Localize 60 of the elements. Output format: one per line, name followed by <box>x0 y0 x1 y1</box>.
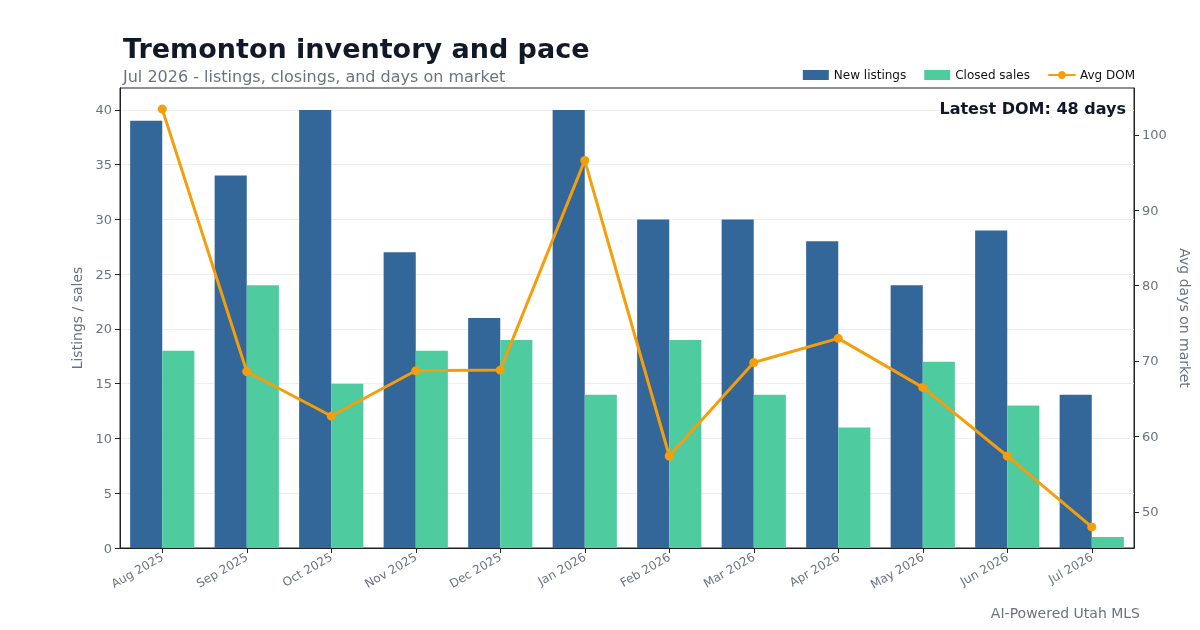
bar <box>838 427 871 548</box>
y-tick-label: 40 <box>95 102 112 118</box>
bar <box>1007 405 1040 548</box>
bar <box>415 350 448 548</box>
bar <box>637 219 670 548</box>
bar <box>1059 394 1092 548</box>
text: AI-Powered Utah MLS <box>990 605 1141 621</box>
bar <box>130 120 163 548</box>
y2-tick-label: 100 <box>1142 127 1167 143</box>
bar <box>299 109 332 548</box>
y2-tick-label: 70 <box>1142 353 1159 369</box>
point <box>833 333 843 343</box>
bar <box>806 241 839 548</box>
legend-label: New listings <box>833 68 907 82</box>
legend-label: Closed sales <box>955 68 1030 82</box>
bar <box>246 285 279 548</box>
bar <box>584 394 617 548</box>
y-tick-label: 15 <box>95 376 112 392</box>
y-tick-label: 25 <box>95 266 112 282</box>
legend-label: Avg DOM <box>1079 68 1135 82</box>
y-tick-label: 10 <box>95 430 112 446</box>
y2-tick-label: 90 <box>1142 202 1159 218</box>
point <box>495 365 505 375</box>
y-tick-label: 35 <box>95 157 112 173</box>
bar <box>975 230 1008 548</box>
bar <box>383 252 416 548</box>
point <box>749 357 759 367</box>
y2-tick-label: 60 <box>1142 428 1159 444</box>
y-tick-label: 0 <box>103 540 112 556</box>
y2-tick-label: 80 <box>1142 278 1159 294</box>
bar <box>468 318 501 548</box>
bar <box>721 219 754 548</box>
y-tick-label: 5 <box>103 485 112 501</box>
y-tick-label: 20 <box>95 321 112 337</box>
bar <box>552 109 585 548</box>
point <box>664 451 674 461</box>
bar <box>1091 537 1124 548</box>
y2-tick-label: 50 <box>1142 504 1159 520</box>
chart-subtitle: Jul 2026 - listings, closings, and days on market <box>122 66 506 86</box>
annotation: Latest DOM: 48 days <box>939 98 1127 118</box>
point <box>242 367 252 377</box>
chart-title: Tremonton inventory and pace <box>123 33 590 64</box>
point <box>918 382 928 392</box>
y-axis-title: Listings / sales <box>69 266 85 370</box>
point <box>411 366 421 376</box>
bar <box>500 339 533 548</box>
bar <box>922 361 955 548</box>
bar <box>162 350 195 548</box>
y2-axis-title: Avg days on market <box>1177 248 1193 389</box>
bar <box>331 383 364 548</box>
point <box>580 155 590 165</box>
point <box>326 411 336 421</box>
point <box>157 104 167 114</box>
point <box>1002 451 1012 461</box>
bar <box>890 285 923 548</box>
bar <box>753 394 786 548</box>
y-tick-label: 30 <box>95 211 112 227</box>
point <box>1087 522 1097 532</box>
bar <box>669 339 702 548</box>
bar <box>214 175 247 548</box>
